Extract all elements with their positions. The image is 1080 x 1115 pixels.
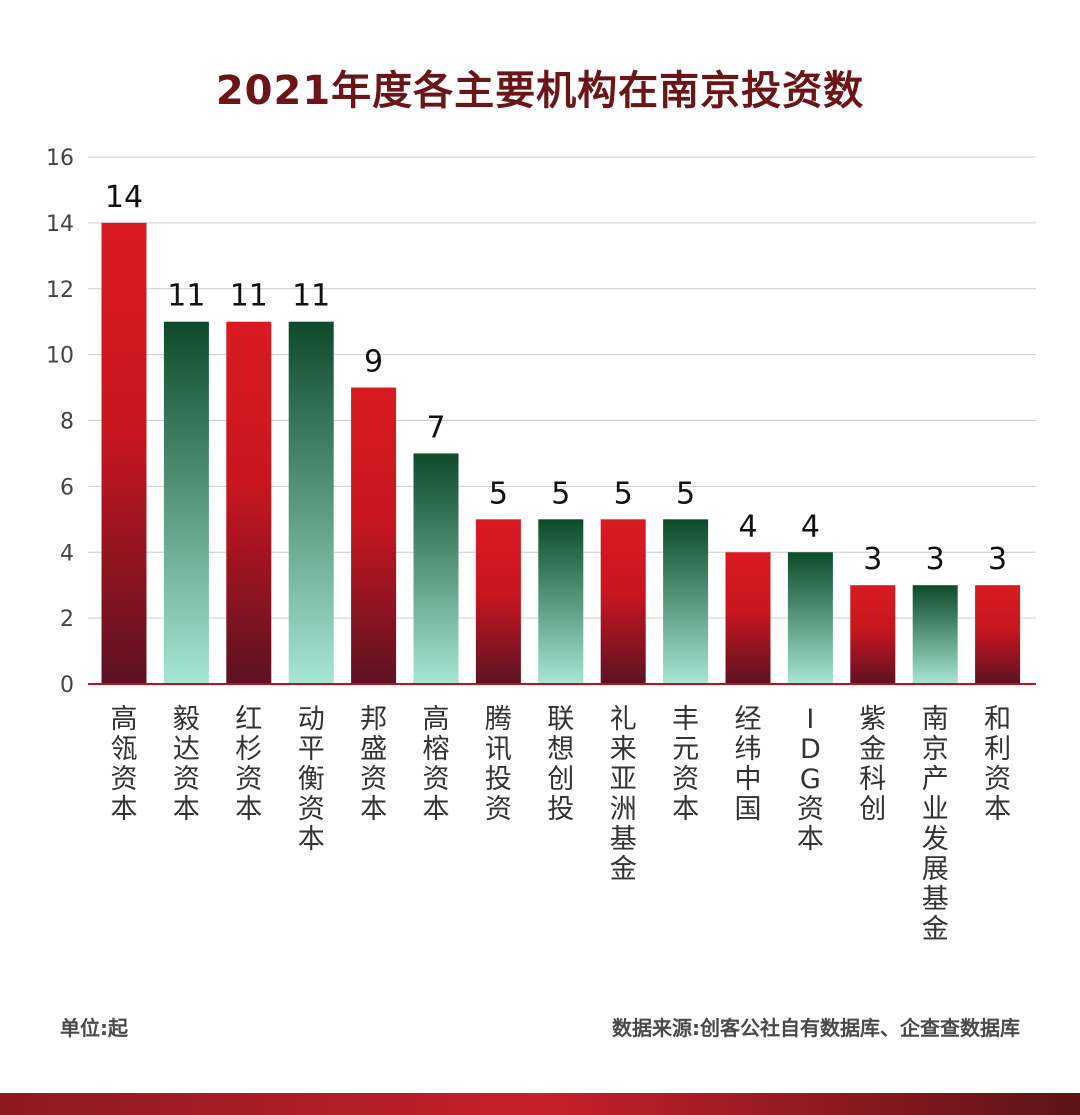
data-label: 3 <box>926 542 945 577</box>
data-label: 5 <box>614 476 633 511</box>
y-tick-label: 8 <box>60 410 74 435</box>
x-tick-label: 紫金科创 <box>859 704 886 825</box>
data-label: 5 <box>551 476 570 511</box>
data-label: 4 <box>738 509 757 544</box>
y-tick-label: 0 <box>60 673 74 698</box>
y-tick-label: 4 <box>60 541 74 566</box>
x-tick-label: I D G 资本 <box>797 704 824 855</box>
x-tick-label: 南京产业发展基金 <box>922 704 949 945</box>
bar <box>600 519 646 684</box>
bar <box>538 519 584 684</box>
x-tick-label: 礼来亚洲基金 <box>610 704 637 885</box>
bar-chart: 0 2 4 6 8 10 12 14 16 14 11 11 11 9 7 5 5 5 5 4 4 3 3 3 高瓴资本 毅达… <box>46 146 1036 945</box>
bar <box>351 387 397 684</box>
x-tick-label: 联想创投 <box>547 704 574 825</box>
unit-note: 单位:起 <box>60 1016 128 1040</box>
bar <box>413 453 459 684</box>
bar <box>163 321 209 684</box>
y-tick-label: 14 <box>46 212 74 237</box>
chart-title: 2021年度各主要机构在南京投资数 <box>215 68 865 114</box>
y-tick-label: 12 <box>46 278 74 303</box>
x-tick-label: 腾讯投资 <box>485 704 512 825</box>
bar <box>975 585 1021 684</box>
bar <box>850 585 896 684</box>
y-tick-label: 16 <box>46 146 74 171</box>
x-tick-label: 动平衡资本 <box>298 704 325 855</box>
x-tick-label: 邦盛资本 <box>360 704 387 825</box>
y-tick-label: 6 <box>60 475 74 500</box>
y-tick-label: 10 <box>46 344 74 369</box>
x-tick-label: 丰元资本 <box>672 704 699 825</box>
x-tick-label: 经纬中国 <box>735 704 762 825</box>
bar <box>101 222 147 684</box>
data-label: 11 <box>167 279 205 314</box>
source-note: 数据来源:创客公社自有数据库、企查查数据库 <box>612 1016 1020 1040</box>
bar <box>226 321 272 684</box>
bar <box>725 552 771 684</box>
data-label: 7 <box>426 410 445 445</box>
data-label: 3 <box>988 542 1007 577</box>
bottom-decor-bar <box>0 1093 1080 1115</box>
x-tick-label: 红杉资本 <box>235 704 262 825</box>
x-tick-label: 和利资本 <box>984 704 1011 825</box>
bar <box>912 585 958 684</box>
bar <box>663 519 709 684</box>
data-label: 3 <box>863 542 882 577</box>
data-label: 14 <box>105 180 143 215</box>
data-label: 5 <box>676 476 695 511</box>
bar <box>787 552 833 684</box>
data-label: 11 <box>292 279 330 314</box>
x-tick-label: 毅达资本 <box>173 704 200 825</box>
bar <box>475 519 521 684</box>
y-tick-label: 2 <box>60 607 74 632</box>
data-label: 9 <box>364 345 383 380</box>
data-label: 5 <box>489 476 508 511</box>
bar <box>288 321 334 684</box>
x-tick-label: 高瓴资本 <box>111 704 138 825</box>
x-tick-label: 高榕资本 <box>423 704 450 825</box>
data-label: 4 <box>801 509 820 544</box>
data-label: 11 <box>230 279 268 314</box>
